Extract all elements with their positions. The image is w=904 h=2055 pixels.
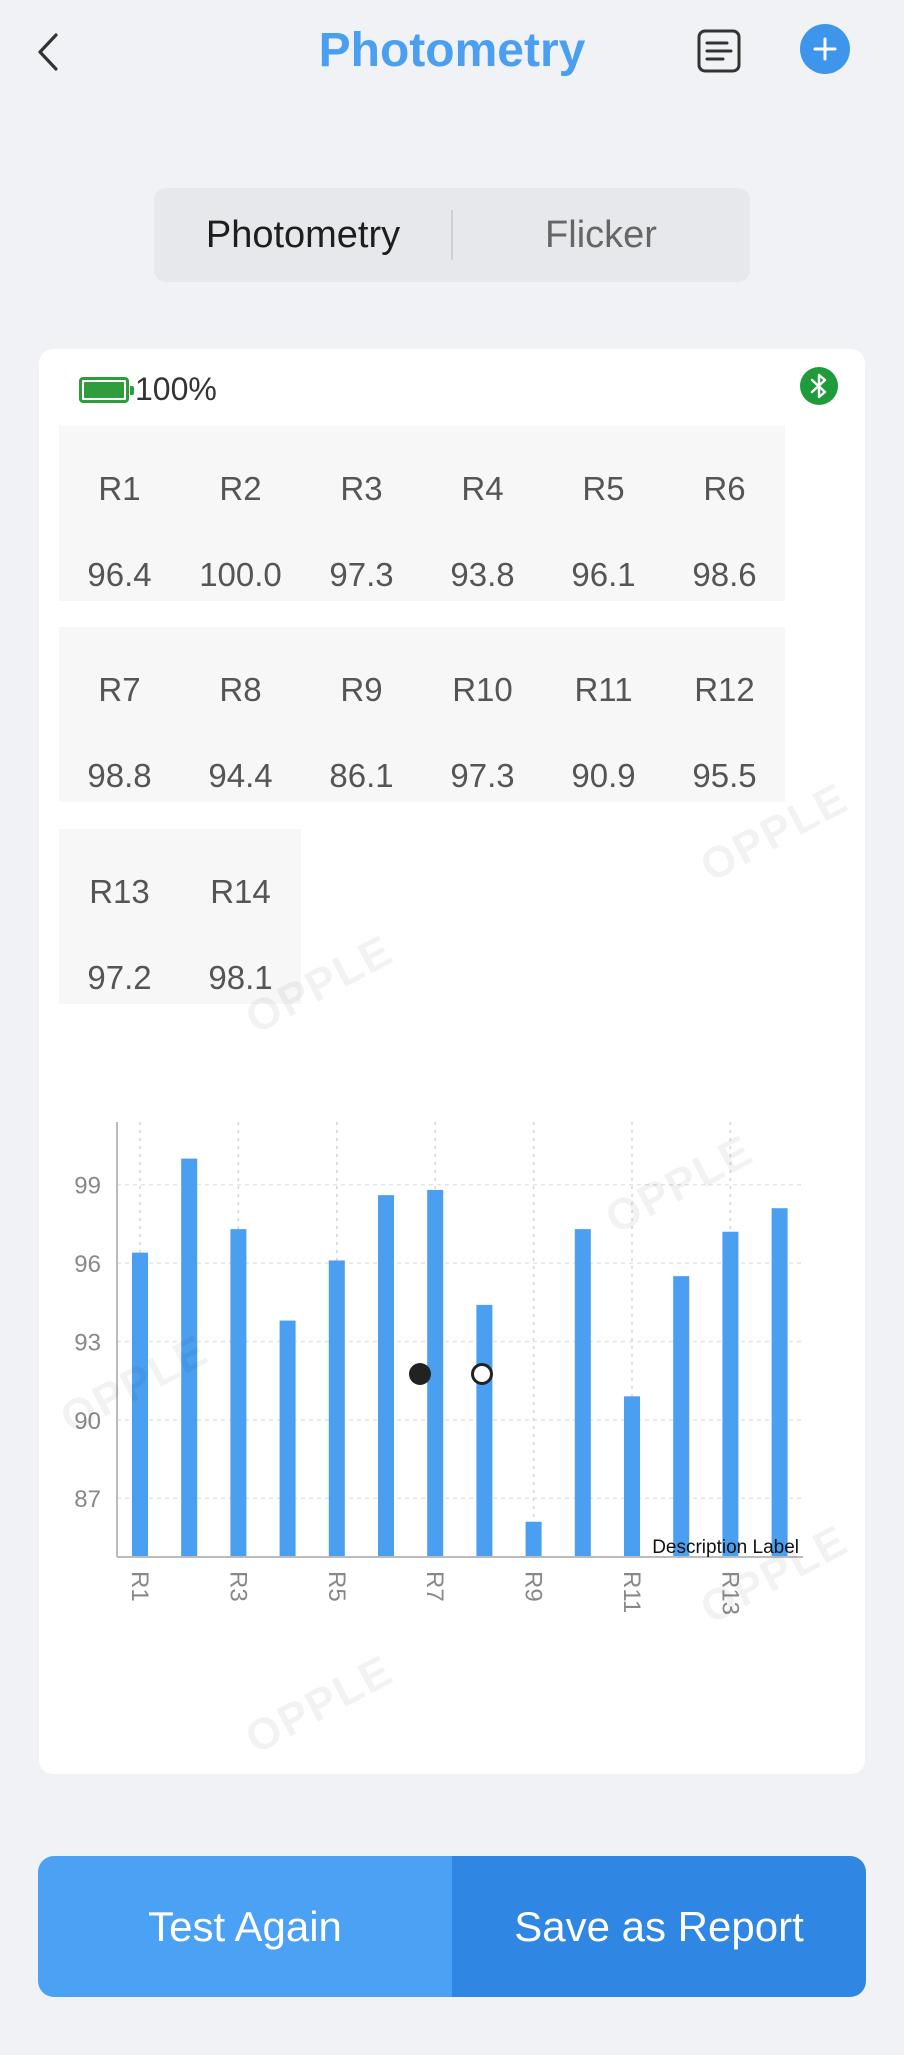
- bluetooth-icon: [800, 367, 838, 405]
- results-card: 100% R1 96.4 R2 100.0 R3 97.3 R4 93.8 R5 96.1 R6 98…: [39, 349, 865, 1774]
- y-tick-label: 87: [74, 1486, 101, 1513]
- page-title: Photometry: [318, 24, 586, 77]
- test-again-button[interactable]: Test Again: [38, 1856, 452, 1997]
- r-value-number: 94.4: [208, 757, 273, 794]
- r-value-cell: R11 90.9: [543, 627, 664, 802]
- bar-r9: [525, 1521, 542, 1557]
- r-values-row-3: R13 97.2 R14 98.1: [59, 829, 301, 1004]
- r-values-row-2: R7 98.8 R8 94.4 R9 86.1 R10 97.3 R11 90.9 R12 95.5: [59, 627, 785, 802]
- x-tick-label: R1: [126, 1571, 153, 1602]
- report-button[interactable]: [694, 26, 744, 76]
- battery-percentage: 100%: [135, 371, 217, 407]
- r-value-cell: R4 93.8: [422, 426, 543, 601]
- r-value-number: 90.9: [571, 757, 636, 794]
- r-value-number: 97.2: [87, 959, 152, 996]
- r-value-number: 96.1: [571, 556, 636, 593]
- back-button[interactable]: [28, 26, 68, 78]
- r-value-number: 95.5: [692, 757, 757, 794]
- r-value-label: R14: [210, 873, 271, 910]
- report-icon: [697, 29, 741, 73]
- bar-r10: [574, 1229, 591, 1557]
- bar-r5: [328, 1260, 345, 1557]
- r-value-cell: R10 97.3: [422, 627, 543, 802]
- r-value-cell: R2 100.0: [180, 426, 301, 601]
- bar-r7: [427, 1189, 444, 1557]
- segment-divider: [451, 210, 453, 260]
- r-value-number: 97.3: [450, 757, 515, 794]
- chevron-left-icon: [38, 33, 58, 71]
- y-tick-label: 93: [74, 1329, 101, 1356]
- bar-r11: [624, 1396, 640, 1557]
- bar-r1: [132, 1252, 148, 1557]
- r-value-cell: R13 97.2: [59, 829, 180, 1004]
- bar-r4: [279, 1320, 296, 1557]
- r-value-cell: R7 98.8: [59, 627, 180, 802]
- r-value-number: 93.8: [450, 556, 515, 593]
- r-value-number: 98.8: [87, 757, 152, 794]
- bar-r8: [476, 1304, 493, 1557]
- y-tick-label: 99: [74, 1173, 101, 1200]
- r-value-label: R3: [340, 470, 383, 507]
- chart-description-label: Description Label: [652, 1537, 799, 1558]
- r-value-cell: R3 97.3: [301, 426, 422, 601]
- add-button[interactable]: [800, 24, 850, 74]
- r-values-bar-chart: 87 90 93 96 99 R1 R3 R5 R7 R9 R11 R13 Description La…: [74, 1122, 803, 1615]
- bar-r12: [673, 1276, 690, 1557]
- bar-r3: [230, 1229, 247, 1557]
- bar-r2: [181, 1158, 198, 1557]
- r-value-cell: R6 98.6: [664, 426, 785, 601]
- r-value-number: 96.4: [87, 556, 152, 593]
- r-value-label: R2: [219, 470, 262, 507]
- action-bar: Test Again Save as Report: [38, 1856, 866, 1997]
- r-value-cell: R5 96.1: [543, 426, 664, 601]
- r-values-row-1: R1 96.4 R2 100.0 R3 97.3 R4 93.8 R5 96.1 R6 98.6: [59, 426, 785, 601]
- battery-status: 100%: [79, 371, 217, 408]
- bar-r6: [378, 1195, 394, 1557]
- r-value-cell: R9 86.1: [301, 627, 422, 802]
- plus-icon: [813, 37, 837, 61]
- r-value-cell: R8 94.4: [180, 627, 301, 802]
- tab-photometry[interactable]: Photometry: [205, 213, 401, 256]
- mode-segmented-control: Photometry Flicker: [154, 188, 750, 282]
- x-tick-label: R5: [323, 1571, 350, 1602]
- r-value-number: 98.1: [208, 959, 273, 996]
- y-tick-label: 96: [74, 1251, 101, 1278]
- r-value-cell: R12 95.5: [664, 627, 785, 802]
- header: Photometry: [0, 0, 904, 104]
- x-tick-label: R9: [520, 1571, 547, 1602]
- r-value-label: R4: [461, 470, 504, 507]
- x-tick-label: R3: [224, 1571, 251, 1602]
- bar-r14: [771, 1208, 788, 1557]
- r-value-label: R6: [703, 470, 746, 507]
- r-value-number: 97.3: [329, 556, 394, 593]
- x-tick-label: R11: [618, 1571, 645, 1613]
- x-tick-label: R7: [421, 1571, 448, 1602]
- r-value-label: R10: [452, 671, 513, 708]
- r-value-label: R5: [582, 470, 625, 507]
- x-tick-label: R13: [716, 1571, 743, 1615]
- r-value-label: R13: [89, 873, 150, 910]
- r-value-label: R7: [98, 671, 141, 708]
- save-report-button[interactable]: Save as Report: [452, 1856, 866, 1997]
- r-value-label: R12: [694, 671, 755, 708]
- r-value-number: 86.1: [329, 757, 394, 794]
- r-value-label: R8: [219, 671, 262, 708]
- r-value-cell: R1 96.4: [59, 426, 180, 601]
- tab-flicker[interactable]: Flicker: [545, 213, 657, 256]
- r-value-label: R11: [574, 671, 633, 708]
- r-value-number: 100.0: [199, 556, 282, 593]
- bar-r13: [722, 1231, 739, 1557]
- r-value-cell: R14 98.1: [180, 829, 301, 1004]
- r-value-number: 98.6: [692, 556, 757, 593]
- y-tick-label: 90: [74, 1408, 101, 1435]
- r-value-label: R1: [98, 470, 141, 507]
- r-value-label: R9: [340, 671, 383, 708]
- battery-icon: [79, 376, 134, 403]
